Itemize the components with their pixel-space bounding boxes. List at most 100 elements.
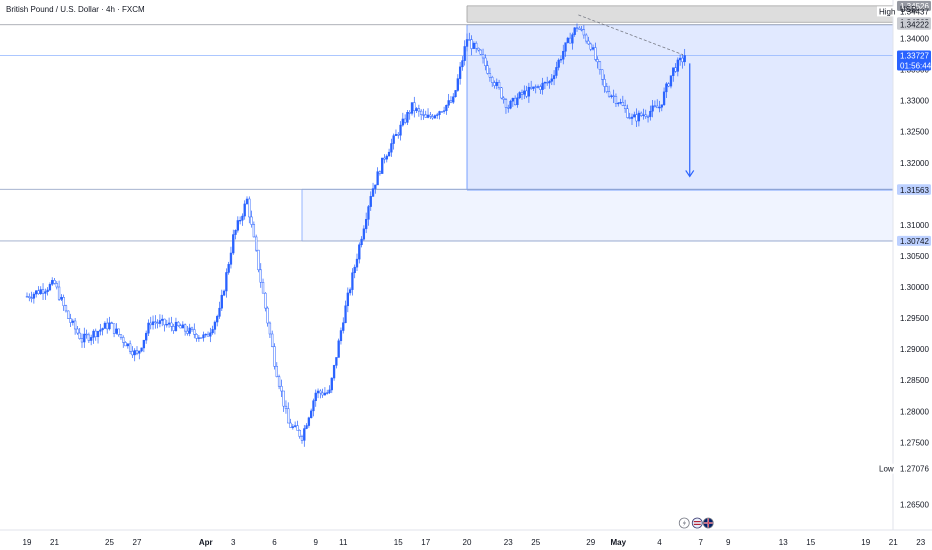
candle-body	[605, 86, 608, 92]
candle-body	[32, 293, 36, 299]
price-tick-label: 1.31000	[900, 221, 929, 230]
candle-body	[614, 96, 618, 104]
candle-body	[25, 296, 29, 298]
candle-body	[431, 116, 434, 119]
candle-body	[112, 323, 116, 334]
candle-body	[289, 422, 292, 428]
candle-body	[229, 252, 233, 265]
candle-body	[282, 390, 285, 407]
price-tick-label: 1.28500	[900, 376, 929, 385]
candle-body	[87, 334, 91, 341]
candle-body	[115, 328, 118, 334]
candle-body	[637, 112, 641, 122]
price-tick-label: 1.34000	[900, 35, 929, 44]
candle-body	[106, 322, 109, 330]
price-label: 1.33727	[900, 51, 929, 60]
candle-body	[491, 76, 494, 83]
time-tick-label: 19	[861, 538, 870, 547]
price-tick-label: 1.27500	[900, 438, 929, 447]
candle-body	[546, 81, 549, 84]
candle-body	[351, 272, 354, 290]
candle-body	[296, 425, 299, 431]
candle-body	[646, 116, 650, 118]
candle-body	[165, 324, 168, 326]
candle-body	[378, 171, 382, 174]
candle-body	[401, 118, 404, 126]
candle-body	[415, 108, 418, 111]
candle-body	[73, 320, 77, 330]
candle-body	[406, 112, 409, 123]
price-tick-label: 1.30000	[900, 283, 929, 292]
annotation-layer	[578, 14, 695, 178]
candle-body	[470, 39, 473, 49]
candle-body	[660, 104, 663, 108]
candle-body	[635, 114, 638, 122]
candle-body	[468, 39, 471, 41]
candle-body	[477, 47, 480, 51]
lightning-icon	[678, 517, 690, 529]
time-tick-label: 19	[23, 538, 32, 547]
candle-body	[167, 322, 171, 325]
candle-body	[523, 90, 526, 95]
candle-body	[119, 334, 123, 338]
candle-body	[486, 65, 489, 74]
candle-body	[429, 114, 432, 117]
candle-body	[555, 67, 558, 76]
candle-body	[284, 405, 288, 409]
time-tick-label: 21	[50, 538, 59, 547]
candle-body	[365, 219, 368, 230]
candle-body	[151, 321, 155, 326]
event-icons[interactable]	[678, 517, 714, 529]
candle-body	[539, 86, 542, 90]
candle-body	[287, 408, 290, 424]
time-tick-label: 11	[339, 538, 348, 547]
candle-body	[422, 114, 425, 116]
price-tag-box	[877, 6, 896, 17]
candle-body	[667, 83, 670, 87]
candle-body	[621, 102, 624, 106]
candle-body	[500, 87, 503, 99]
candle-body	[511, 97, 514, 102]
price-label-box	[897, 184, 931, 195]
candle-body	[369, 196, 372, 207]
candle-body	[562, 50, 565, 60]
candle-body	[436, 114, 439, 116]
candle-body	[51, 280, 54, 285]
candle-body	[330, 377, 333, 391]
candle-body	[35, 290, 38, 295]
candle-body	[55, 283, 58, 288]
resistance-zone	[467, 5, 893, 23]
candle-body	[344, 305, 347, 323]
candle-body	[392, 135, 395, 144]
candle-body	[385, 155, 388, 160]
candle-body	[449, 100, 453, 103]
candle-body	[681, 57, 684, 63]
price-label-box	[897, 50, 931, 71]
candle-body	[575, 27, 579, 29]
time-tick-label: 7	[699, 538, 704, 547]
candle-body	[472, 42, 476, 49]
candle-body	[591, 47, 595, 50]
price-axis[interactable]: 1.340001.335001.330001.325001.320001.310…	[877, 0, 932, 530]
candle-body	[174, 321, 178, 331]
candle-body	[383, 157, 386, 160]
time-tick-label: 20	[463, 538, 472, 547]
candle-body	[44, 291, 47, 294]
price-label: 1.34437	[900, 7, 929, 16]
candle-body	[293, 425, 297, 427]
candle-body	[216, 316, 219, 323]
candle-body	[420, 110, 423, 115]
candle-body	[573, 27, 576, 35]
price-label: 1.30742	[900, 237, 929, 246]
candle-body	[525, 90, 528, 97]
candle-body	[312, 400, 315, 412]
time-axis[interactable]: 19 21 25 27 Apr 3 6 9 11 15 17 20 23 25 29 May 4 7 9 13 15 19…	[0, 529, 932, 547]
currency-label[interactable]: USD	[900, 5, 917, 14]
candle-body	[266, 307, 269, 324]
time-tick-label: May	[610, 538, 626, 547]
candle-body	[41, 289, 45, 294]
price-tick-label: 1.32500	[900, 128, 929, 137]
candle-body	[128, 343, 132, 352]
candle-body	[381, 157, 384, 174]
